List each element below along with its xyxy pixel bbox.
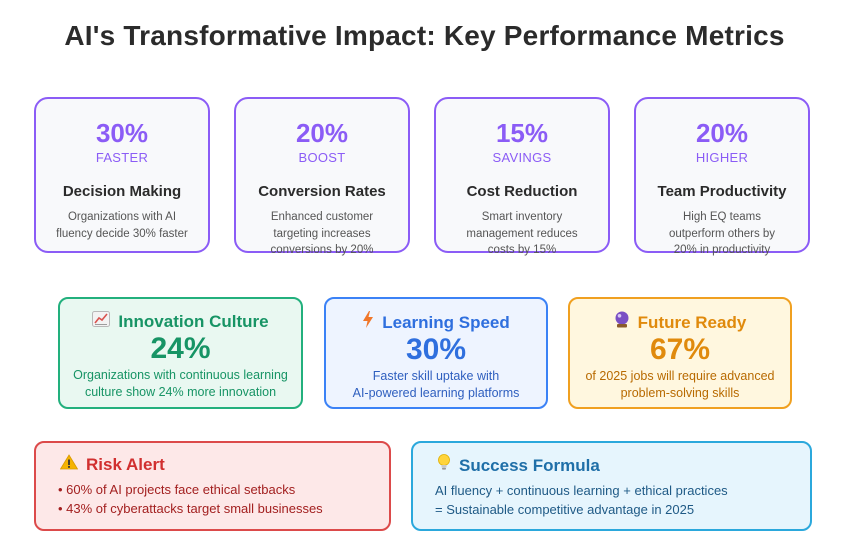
card-heading: Future Ready bbox=[570, 311, 790, 334]
formula-line: AI fluency + continuous learning + ethic… bbox=[435, 483, 728, 498]
lightbulb-icon bbox=[437, 454, 451, 477]
card-heading: Innovation Culture bbox=[60, 311, 301, 333]
metric-unit: BOOST bbox=[298, 150, 346, 165]
card-heading: Learning Speed bbox=[326, 311, 546, 334]
chart-increasing-icon bbox=[92, 311, 111, 333]
future-ready-card: Future Ready 67% of 2025 jobs will requi… bbox=[568, 297, 792, 409]
metric-description: Organizations with AI fluency decide 30%… bbox=[56, 211, 188, 240]
metric-unit: HIGHER bbox=[695, 150, 749, 165]
card-text-line: Organizations with continuous learning bbox=[73, 368, 288, 382]
metric-card-decision-making: 30% FASTER Decision Making Organizations… bbox=[34, 97, 210, 253]
card-title: Innovation Culture bbox=[118, 312, 269, 331]
card-value: 67% bbox=[649, 333, 711, 366]
metric-unit: FASTER bbox=[95, 150, 149, 165]
metric-description: Enhanced customer targeting increases co… bbox=[270, 211, 374, 256]
box-heading: Success Formula bbox=[437, 454, 810, 477]
card-text-line: AI-powered learning platforms bbox=[352, 386, 520, 400]
formula-line: = Sustainable competitive advantage in 2… bbox=[435, 502, 695, 517]
card-text-line: problem-solving skills bbox=[620, 386, 740, 400]
metric-name: Decision Making bbox=[62, 183, 182, 200]
metric-name: Team Productivity bbox=[657, 183, 787, 200]
list-item: 43% of cyberattacks target small busines… bbox=[58, 499, 389, 518]
innovation-culture-card: Innovation Culture 24% Organizations wit… bbox=[58, 297, 303, 409]
box-title: Risk Alert bbox=[86, 455, 165, 474]
card-text-line: Faster skill uptake with bbox=[372, 369, 500, 383]
box-heading: Risk Alert bbox=[59, 454, 389, 476]
success-formula-box: Success Formula AI fluency + continuous … bbox=[411, 441, 812, 531]
lightning-icon bbox=[362, 311, 374, 334]
metric-card-cost-reduction: 15% SAVINGS Cost Reduction Smart invento… bbox=[434, 97, 610, 256]
box-title: Success Formula bbox=[459, 456, 600, 475]
learning-speed-card: Learning Speed 30% Faster skill uptake w… bbox=[324, 297, 548, 409]
risk-alert-box: Risk Alert 60% of AI projects face ethic… bbox=[34, 441, 391, 531]
metric-card-team-productivity: 20% HIGHER Team Productivity High EQ tea… bbox=[634, 97, 810, 256]
card-title: Future Ready bbox=[637, 313, 747, 332]
metric-description: High EQ teams outperform others by 20% i… bbox=[668, 211, 776, 256]
metric-description: Smart inventory management reduces costs… bbox=[466, 211, 578, 256]
list-item: 60% of AI projects face ethical setbacks bbox=[58, 480, 389, 499]
metric-name: Cost Reduction bbox=[466, 183, 578, 200]
metric-value: 30% bbox=[95, 118, 149, 148]
card-value: 24% bbox=[150, 332, 211, 365]
metric-card-conversion-rates: 20% BOOST Conversion Rates Enhanced cust… bbox=[234, 97, 410, 256]
warning-icon bbox=[59, 454, 79, 476]
metric-value: 20% bbox=[695, 118, 749, 148]
card-text-line: of 2025 jobs will require advanced bbox=[585, 369, 775, 383]
crystal-ball-icon bbox=[614, 311, 630, 334]
metric-value: 20% bbox=[295, 118, 349, 148]
metric-name: Conversion Rates bbox=[258, 183, 386, 200]
card-text-line: culture show 24% more innovation bbox=[84, 385, 277, 399]
card-value: 30% bbox=[405, 333, 467, 366]
metric-value: 15% bbox=[495, 118, 549, 148]
metric-unit: SAVINGS bbox=[492, 150, 552, 165]
page-title: AI's Transformative Impact: Key Performa… bbox=[64, 20, 785, 51]
card-title: Learning Speed bbox=[382, 313, 510, 332]
